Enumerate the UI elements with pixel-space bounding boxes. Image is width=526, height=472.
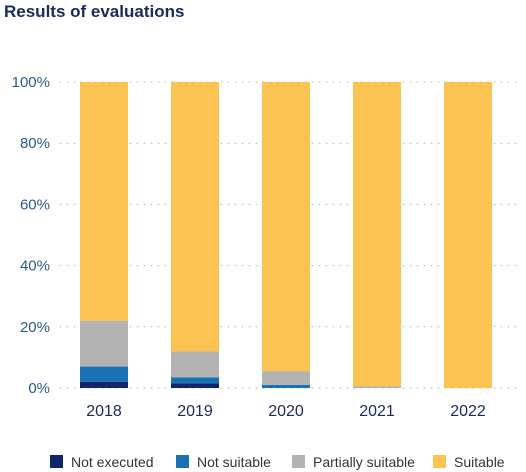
bar-segment xyxy=(262,82,310,372)
y-tick-label: 40% xyxy=(20,258,50,275)
bar-segment xyxy=(80,82,128,321)
legend-item: Not suitable xyxy=(176,454,271,470)
x-tick-label: 2018 xyxy=(86,403,122,420)
bar-segment xyxy=(353,386,401,388)
bar-segment xyxy=(171,383,219,388)
legend-swatch xyxy=(50,455,63,468)
bar-segment xyxy=(80,320,128,367)
bar-segment xyxy=(171,82,219,352)
bars xyxy=(80,82,492,388)
legend-label: Suitable xyxy=(454,454,505,470)
chart-title: Results of evaluations xyxy=(4,2,184,21)
legend-item: Not executed xyxy=(50,454,154,470)
legend-swatch xyxy=(292,455,305,468)
legend-swatch xyxy=(176,455,189,468)
bar-segment xyxy=(444,82,492,388)
legend: Not executed Not suitable Partially suitab… xyxy=(50,454,505,470)
x-tick-label: 2019 xyxy=(177,403,213,420)
y-tick-label: 60% xyxy=(20,196,50,213)
x-tick-label: 2022 xyxy=(450,403,486,420)
legend-label: Not suitable xyxy=(197,454,271,470)
bar-segment xyxy=(171,351,219,378)
y-tick-label: 80% xyxy=(20,135,50,152)
bar-segment xyxy=(262,384,310,388)
legend-item: Suitable xyxy=(433,454,505,470)
y-tick-label: 20% xyxy=(20,319,50,336)
bar-segment xyxy=(80,381,128,388)
legend-label: Partially suitable xyxy=(313,454,415,470)
legend-label: Not executed xyxy=(71,454,154,470)
axis-labels: 0% 20% 40% 60% 80% 100% 2018 2019 2020 2021 2022 xyxy=(12,74,486,420)
bar-segment xyxy=(171,377,219,384)
x-tick-label: 2020 xyxy=(268,403,304,420)
y-tick-label: 0% xyxy=(28,380,50,397)
bar-segment xyxy=(80,366,128,382)
bar-segment xyxy=(353,82,401,387)
x-tick-label: 2021 xyxy=(359,403,395,420)
bar-segment xyxy=(262,371,310,385)
legend-swatch xyxy=(433,455,446,468)
y-tick-label: 100% xyxy=(12,74,50,91)
legend-item: Partially suitable xyxy=(292,454,415,470)
